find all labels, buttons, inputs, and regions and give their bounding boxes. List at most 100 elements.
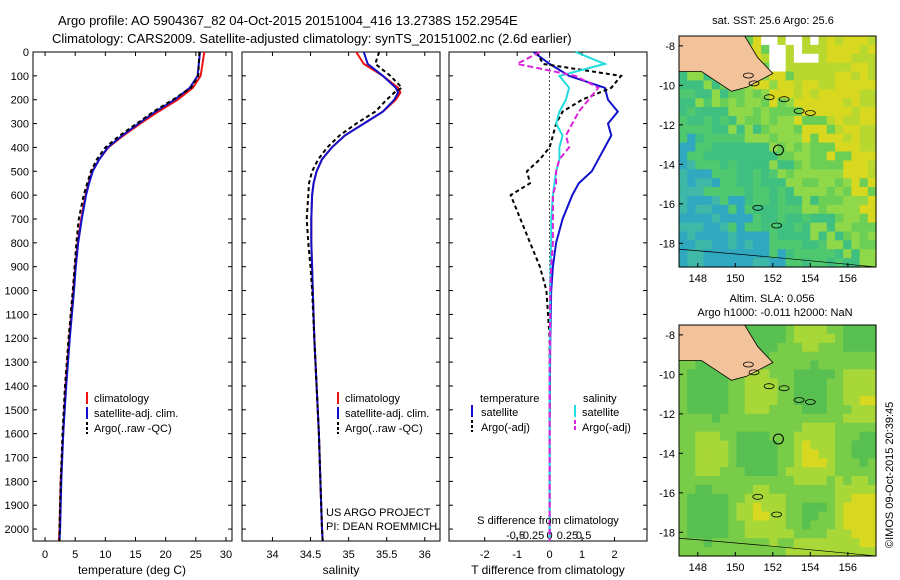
map-cell	[703, 520, 713, 530]
map-cell	[826, 458, 836, 468]
map-cell	[736, 222, 746, 233]
map-cell	[769, 458, 779, 468]
map-cell	[851, 476, 861, 486]
map-cell	[695, 476, 705, 486]
legend-label: Argo(..raw -QC)	[94, 423, 172, 435]
map-cell	[785, 98, 795, 108]
map-cell	[777, 440, 787, 450]
map-cell	[810, 449, 820, 459]
map-cell	[711, 547, 721, 557]
map-cell	[859, 449, 869, 459]
map-cell	[810, 520, 820, 530]
map-cell	[810, 502, 820, 513]
map-cell	[810, 36, 820, 46]
map-cell	[802, 151, 811, 161]
map-cell	[761, 187, 770, 197]
map-cell	[679, 124, 688, 135]
map-cell	[867, 53, 877, 64]
map-cell	[835, 476, 844, 486]
map-cell	[720, 484, 729, 495]
map-cell	[769, 529, 779, 539]
map-cell	[769, 405, 779, 415]
map-cell	[695, 538, 705, 548]
legend-label: climatology	[94, 393, 150, 405]
map-cell	[851, 360, 861, 370]
map-cell	[728, 431, 738, 442]
map-cell	[810, 467, 820, 477]
map-cell	[843, 36, 852, 46]
map-cell	[711, 440, 721, 450]
map-cell	[843, 107, 852, 117]
map-cell	[695, 160, 705, 170]
map-cell	[818, 44, 828, 55]
map-cell	[695, 396, 705, 406]
map-cell	[802, 53, 811, 64]
legend-label: satellite-adj. clim.	[94, 408, 178, 420]
map-cell	[851, 107, 861, 117]
map-cell	[785, 529, 795, 539]
map-cell	[711, 520, 721, 530]
map-cell	[777, 422, 787, 433]
depth-tick-label: 1400	[5, 381, 29, 393]
map-cell	[802, 458, 811, 468]
map-cell	[728, 213, 738, 224]
map-cell	[793, 484, 803, 495]
map-cell	[867, 476, 877, 486]
map-cell	[859, 378, 869, 388]
island-outline	[752, 204, 764, 211]
map-cell	[769, 116, 779, 126]
map-cell	[867, 449, 877, 459]
map-cell	[859, 422, 869, 433]
map-cell	[793, 413, 803, 424]
map-cell	[826, 396, 836, 406]
map-cell	[752, 511, 762, 522]
map-cell	[835, 351, 844, 362]
map-cell	[851, 231, 861, 241]
map-cell	[859, 178, 869, 188]
map-cell	[777, 351, 787, 362]
map-cell	[777, 325, 787, 335]
map-cell	[851, 387, 861, 397]
map-cell	[720, 413, 729, 424]
map-cell	[761, 493, 770, 504]
map-cell	[835, 360, 844, 370]
map-cell	[818, 484, 828, 495]
map-cell	[711, 204, 721, 215]
map-cell	[867, 249, 877, 259]
temperature-series-argo-raw-qc-	[58, 51, 201, 541]
map-cell	[736, 378, 746, 388]
map-cell	[720, 440, 729, 450]
map-cell	[867, 396, 877, 406]
map-cell	[687, 467, 696, 477]
maps: 148 150 152 154 156 -8 -10 -12 -14 -16 -18 148 150 15…	[659, 35, 877, 574]
map-cell	[720, 458, 729, 468]
map-cell	[736, 195, 746, 206]
map-cell	[785, 511, 795, 522]
map-cell	[802, 333, 811, 344]
profile-lines	[57, 51, 623, 542]
map-cell	[826, 160, 836, 170]
island-outline	[778, 96, 790, 103]
map-cell	[835, 449, 844, 459]
map-cell	[679, 422, 688, 433]
map-cell	[761, 98, 770, 108]
map-cell	[744, 36, 754, 46]
map-cell	[859, 62, 869, 73]
map-cell	[728, 547, 738, 557]
map-cell	[761, 431, 770, 442]
map-cell	[859, 342, 869, 353]
island-outline	[771, 222, 782, 229]
map-cell	[720, 151, 729, 161]
reef-line	[678, 248, 877, 268]
map-cell	[802, 405, 811, 415]
map-cell	[695, 98, 705, 108]
map-cell	[818, 458, 828, 468]
map-cell	[793, 107, 803, 117]
map-cell	[818, 529, 828, 539]
map-cell	[859, 502, 869, 513]
depth-tick-label: 600	[11, 190, 29, 202]
map-cell	[703, 133, 713, 144]
map-cell	[679, 222, 688, 233]
map-cell	[744, 378, 754, 388]
depth-tick-label: 1000	[5, 286, 29, 298]
